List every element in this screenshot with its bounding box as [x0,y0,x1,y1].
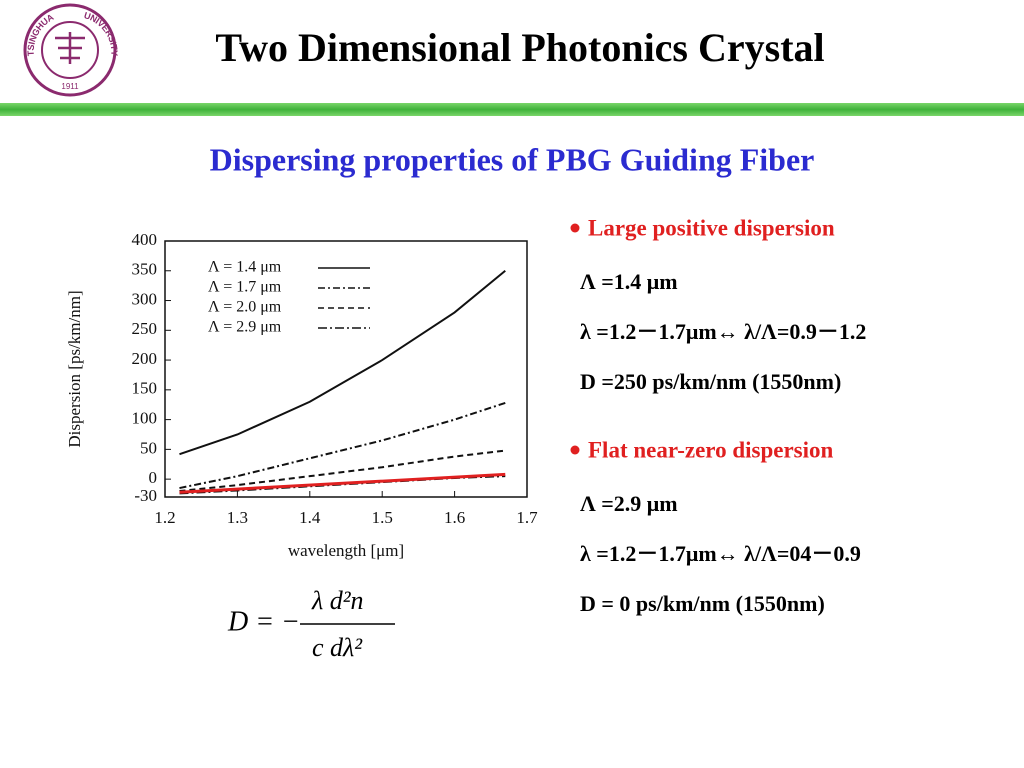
y-tick-label: 100 [132,409,158,428]
section-line: λ =1.2－1.7μm↔ λ/Λ=0.9－1.2 [580,319,866,344]
section-line: Λ =2.9 μm [580,491,678,516]
title: Two Dimensional Photonics Crystal [215,25,824,70]
logo [23,3,117,97]
y-tick-label: 50 [140,438,157,457]
series-line [179,401,506,490]
formula: D = − λ d²n c dλ² [227,586,395,662]
header-band [0,103,1024,116]
formula-denominator: c dλ² [312,633,363,662]
legend-label: Λ = 1.7 μm [208,279,282,296]
series-line [179,269,506,456]
x-axis-label: wavelength [μm] [288,541,404,560]
series-line [179,449,506,493]
chart: -300 50 100 150 200 250 300 350 400 1.2 1.3 1.4 1.5 1… [65,230,538,560]
logo-inner [41,21,99,79]
logo-ring [23,3,117,97]
section-heading: Large positive dispersion [588,215,835,240]
x-tick-label: 1.4 [299,508,321,527]
formula-numerator: λ d²n [311,586,364,615]
bullet [570,223,580,233]
y-tick-label: -30 [134,486,157,505]
logo-year: 1911 [61,82,79,91]
logo-glyph [55,32,85,64]
legend-label: Λ = 2.0 μm [208,299,282,316]
formula-lhs: D = − [227,606,300,637]
y-tick-label: 400 [132,230,158,249]
y-tick-label: 250 [132,319,158,338]
x-tick-label: 1.6 [444,508,465,527]
section-heading: Flat near-zero dispersion [588,437,834,462]
legend-label: Λ = 2.9 μm [208,319,282,336]
subtitle: Dispersing properties of PBG Guiding Fib… [210,141,815,177]
legend-label: Λ = 1.4 μm [208,259,282,276]
y-tick-label: 150 [132,379,158,398]
y-tick-label: 200 [132,349,158,368]
y-axis-label: Dispersion [ps/km/nm] [65,290,84,447]
section-line: D = 0 ps/km/nm (1550nm) [580,591,825,616]
bullet [570,445,580,455]
highlight-line [179,472,506,494]
x-tick-label: 1.2 [154,508,175,527]
logo-top: TSINGHUA [26,12,56,56]
plot-frame [164,240,528,498]
y-tick-label: 350 [132,260,158,279]
logo-text: TSINGHUA [26,12,56,56]
x-tick-label: 1.7 [516,508,538,527]
section-line: λ =1.2－1.7μm↔ λ/Λ=04－0.9 [580,541,861,566]
y-tick-label: 0 [149,468,158,487]
x-tick-label: 1.3 [227,508,248,527]
section-line: D =250 ps/km/nm (1550nm) [580,369,841,394]
x-tick-label: 1.5 [372,508,393,527]
y-tick-label: 300 [132,289,158,308]
section-line: Λ =1.4 μm [580,269,678,294]
sections: Large positive dispersion Λ =1.4 μm λ =1.2… [570,215,866,616]
